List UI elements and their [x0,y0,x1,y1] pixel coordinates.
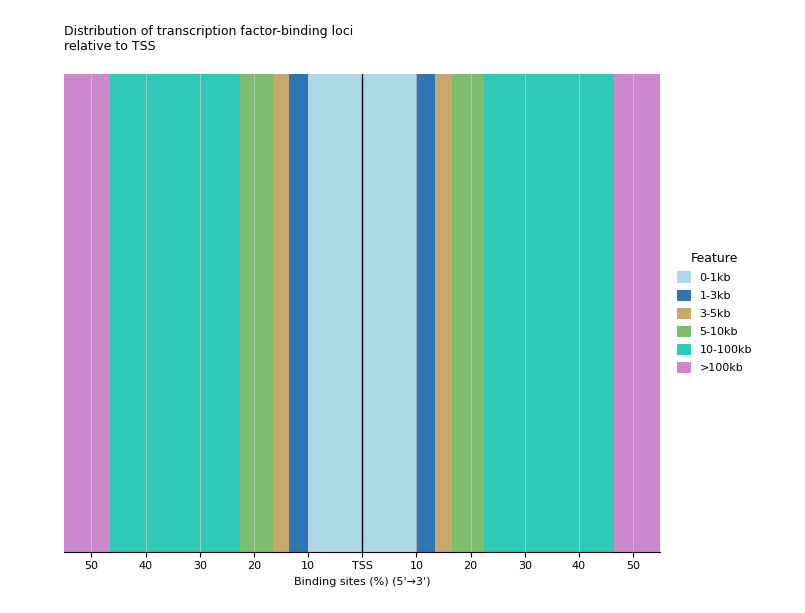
Bar [614,74,660,552]
Bar [273,74,289,552]
Text: Distribution of transcription factor-binding loci
relative to TSS: Distribution of transcription factor-bin… [64,25,353,53]
Bar [110,74,241,552]
Bar [452,74,484,552]
Bar [64,74,110,552]
X-axis label: Binding sites (%) (5'→3'): Binding sites (%) (5'→3') [294,577,431,587]
Bar [308,74,416,552]
Bar [416,74,436,552]
Legend: 0-1kb, 1-3kb, 3-5kb, 5-10kb, 10-100kb, >100kb: 0-1kb, 1-3kb, 3-5kb, 5-10kb, 10-100kb, >… [671,246,758,379]
Bar [289,74,308,552]
Bar [241,74,273,552]
Bar [484,74,614,552]
Bar [436,74,452,552]
